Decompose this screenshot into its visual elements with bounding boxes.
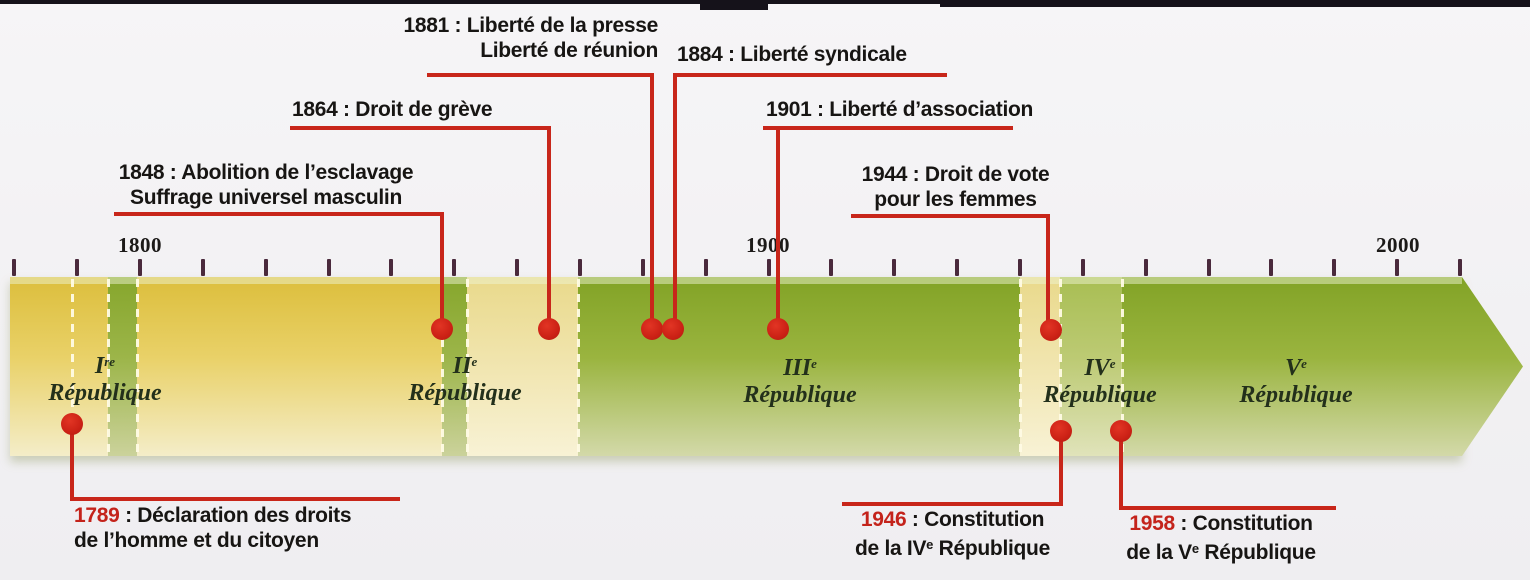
band-segment-1804-1848 bbox=[137, 277, 442, 456]
event-connector-h-1944 bbox=[851, 214, 1050, 218]
event-connector-v-1881 bbox=[650, 73, 654, 329]
event-label-1946: 1946 : Constitution de la IVe République bbox=[855, 508, 1050, 560]
event-connector-h-1901 bbox=[763, 126, 1013, 130]
decade-tick bbox=[327, 259, 331, 276]
event-connector-v-1946 bbox=[1059, 431, 1063, 505]
decade-tick bbox=[1458, 259, 1462, 276]
decade-tick bbox=[1332, 259, 1336, 276]
decade-tick bbox=[75, 259, 79, 276]
period-divider-dash bbox=[466, 279, 469, 454]
band-segment-second-empire bbox=[467, 277, 578, 456]
period-divider-dash bbox=[1019, 279, 1022, 454]
event-label-1958: 1958 : Constitution de la Ve République bbox=[1126, 512, 1316, 564]
period-divider-dash bbox=[107, 279, 110, 454]
decade-tick bbox=[1207, 259, 1211, 276]
period-divider-dash bbox=[1121, 279, 1124, 454]
event-connector-h-1864 bbox=[290, 126, 551, 130]
band-segment-premiere-republique bbox=[108, 277, 137, 456]
event-connector-v-1901 bbox=[776, 126, 780, 329]
period-divider-dash bbox=[71, 279, 74, 454]
decade-tick bbox=[704, 259, 708, 276]
event-dot-1864 bbox=[538, 318, 560, 340]
republic-label-V: Ve République bbox=[1239, 355, 1353, 408]
axis-year-label: 2000 bbox=[1376, 233, 1420, 257]
decade-tick bbox=[452, 259, 456, 276]
band-top-highlight bbox=[10, 277, 1462, 284]
decade-tick bbox=[1269, 259, 1273, 276]
period-divider-dash bbox=[1059, 279, 1062, 454]
top-edge-bar bbox=[940, 0, 1530, 7]
decade-tick bbox=[12, 259, 16, 276]
event-label-1864: 1864 : Droit de grève bbox=[292, 98, 493, 121]
period-divider-dash bbox=[136, 279, 139, 454]
decade-tick bbox=[1081, 259, 1085, 276]
event-dot-1881 bbox=[641, 318, 663, 340]
republic-label-I: Ire République bbox=[48, 353, 162, 406]
decade-tick bbox=[389, 259, 393, 276]
event-connector-h-1958 bbox=[1119, 506, 1336, 510]
decade-tick bbox=[138, 259, 142, 276]
band-segment-cinquieme-republique bbox=[1122, 277, 1462, 456]
band-segment-deuxieme-republique bbox=[442, 277, 467, 456]
event-label-1848: 1848 : Abolition de l’esclavage Suffrage … bbox=[118, 161, 414, 209]
republic-label-II: IIe République bbox=[408, 353, 522, 406]
decade-tick bbox=[892, 259, 896, 276]
event-connector-h-1946 bbox=[842, 502, 1063, 506]
event-connector-v-1884 bbox=[673, 73, 677, 329]
event-label-1884: 1884 : Liberté syndicale bbox=[677, 43, 907, 66]
event-connector-v-1848 bbox=[440, 212, 444, 329]
axis-year-label: 1900 bbox=[746, 233, 790, 257]
event-dot-1946 bbox=[1050, 420, 1072, 442]
decade-tick bbox=[1395, 259, 1399, 276]
decade-tick bbox=[641, 259, 645, 276]
decade-tick bbox=[1144, 259, 1148, 276]
event-connector-v-1789 bbox=[70, 424, 74, 500]
event-label-1901: 1901 : Liberté d’association bbox=[766, 98, 1034, 121]
axis-year-label: 1800 bbox=[118, 233, 162, 257]
decade-tick bbox=[201, 259, 205, 276]
decade-tick bbox=[829, 259, 833, 276]
decade-tick bbox=[955, 259, 959, 276]
event-connector-h-1848 bbox=[114, 212, 444, 216]
event-connector-v-1944 bbox=[1046, 214, 1050, 330]
decade-tick bbox=[1018, 259, 1022, 276]
decade-tick bbox=[767, 259, 771, 276]
event-dot-1944 bbox=[1040, 319, 1062, 341]
event-label-1881: 1881 : Liberté de la presse Liberté de ré… bbox=[403, 14, 658, 62]
event-dot-1884 bbox=[662, 318, 684, 340]
decade-tick bbox=[578, 259, 582, 276]
period-divider-dash bbox=[441, 279, 444, 454]
event-dot-1848 bbox=[431, 318, 453, 340]
top-edge-bar bbox=[700, 0, 768, 10]
decade-tick bbox=[264, 259, 268, 276]
republic-label-IV: IVe République bbox=[1043, 355, 1157, 408]
event-dot-1958 bbox=[1110, 420, 1132, 442]
event-label-1944: 1944 : Droit de vote pour les femmes bbox=[861, 163, 1050, 211]
period-divider-dash bbox=[577, 279, 580, 454]
event-connector-h-1884 bbox=[673, 73, 947, 77]
event-dot-1901 bbox=[767, 318, 789, 340]
band-segment-pre-1789 bbox=[10, 277, 108, 456]
event-connector-h-1881 bbox=[427, 73, 654, 77]
event-connector-h-1789 bbox=[70, 497, 400, 501]
event-label-1789: 1789 : Déclaration des droits de l’homme … bbox=[74, 504, 352, 552]
event-connector-v-1864 bbox=[547, 126, 551, 329]
event-connector-v-1958 bbox=[1119, 431, 1123, 509]
decade-tick bbox=[515, 259, 519, 276]
event-dot-1789 bbox=[61, 413, 83, 435]
republic-label-III: IIIe République bbox=[743, 355, 857, 408]
